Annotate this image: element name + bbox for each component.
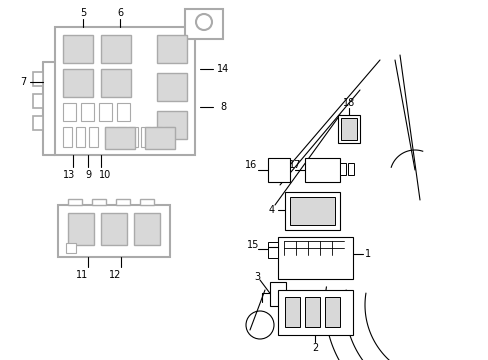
Text: 13: 13	[63, 170, 75, 180]
Bar	[325, 297, 339, 327]
Bar	[63, 69, 93, 97]
Text: 9: 9	[85, 170, 91, 180]
Text: 8: 8	[220, 102, 225, 112]
Bar	[55, 27, 195, 155]
Bar	[289, 197, 334, 225]
Bar	[101, 69, 131, 97]
Text: 18: 18	[342, 98, 354, 108]
Bar	[63, 35, 93, 63]
Bar	[58, 205, 170, 257]
Text: 10: 10	[99, 170, 111, 180]
Bar	[157, 73, 186, 101]
Bar	[157, 111, 186, 139]
Bar	[157, 35, 186, 63]
Bar	[347, 163, 353, 175]
Text: 2: 2	[311, 343, 318, 353]
Bar	[63, 103, 76, 121]
Bar	[129, 127, 138, 147]
Text: 12: 12	[109, 270, 121, 280]
Bar	[33, 94, 43, 108]
Bar	[153, 127, 162, 147]
Text: 15: 15	[246, 240, 259, 250]
Bar	[267, 242, 278, 258]
Bar	[340, 118, 356, 140]
Text: 6: 6	[117, 8, 123, 18]
Text: 1: 1	[364, 249, 370, 259]
Bar	[278, 290, 352, 335]
Bar	[141, 127, 150, 147]
Bar	[105, 127, 135, 149]
Bar	[269, 282, 285, 306]
Bar	[305, 297, 319, 327]
Bar	[134, 213, 160, 245]
Bar	[164, 127, 174, 147]
Bar	[116, 199, 130, 205]
Bar	[68, 199, 82, 205]
Bar	[285, 297, 299, 327]
Text: 3: 3	[253, 272, 260, 282]
Text: 5: 5	[80, 8, 86, 18]
Bar	[339, 163, 346, 175]
Text: 17: 17	[288, 160, 301, 170]
Bar	[267, 158, 289, 182]
Bar	[33, 116, 43, 130]
Text: 7: 7	[20, 77, 26, 87]
Text: 14: 14	[217, 64, 229, 74]
Bar	[184, 9, 223, 39]
Bar	[140, 199, 154, 205]
Bar	[99, 103, 112, 121]
Bar	[105, 127, 114, 147]
Circle shape	[196, 14, 212, 30]
Bar	[278, 237, 352, 279]
Bar	[285, 192, 339, 230]
Bar	[337, 115, 359, 143]
Text: 4: 4	[268, 205, 274, 215]
Bar	[101, 35, 131, 63]
Bar	[117, 103, 130, 121]
Bar	[92, 199, 106, 205]
Bar	[117, 127, 126, 147]
Bar	[81, 103, 94, 121]
Bar	[145, 127, 175, 149]
Bar	[89, 127, 98, 147]
Bar	[76, 127, 85, 147]
Text: 11: 11	[76, 270, 88, 280]
Bar	[68, 213, 94, 245]
Circle shape	[245, 311, 273, 339]
Bar	[101, 213, 127, 245]
Bar	[63, 127, 72, 147]
Text: 16: 16	[244, 160, 257, 170]
Bar	[305, 158, 339, 182]
Bar	[33, 72, 43, 86]
Bar	[66, 243, 76, 253]
